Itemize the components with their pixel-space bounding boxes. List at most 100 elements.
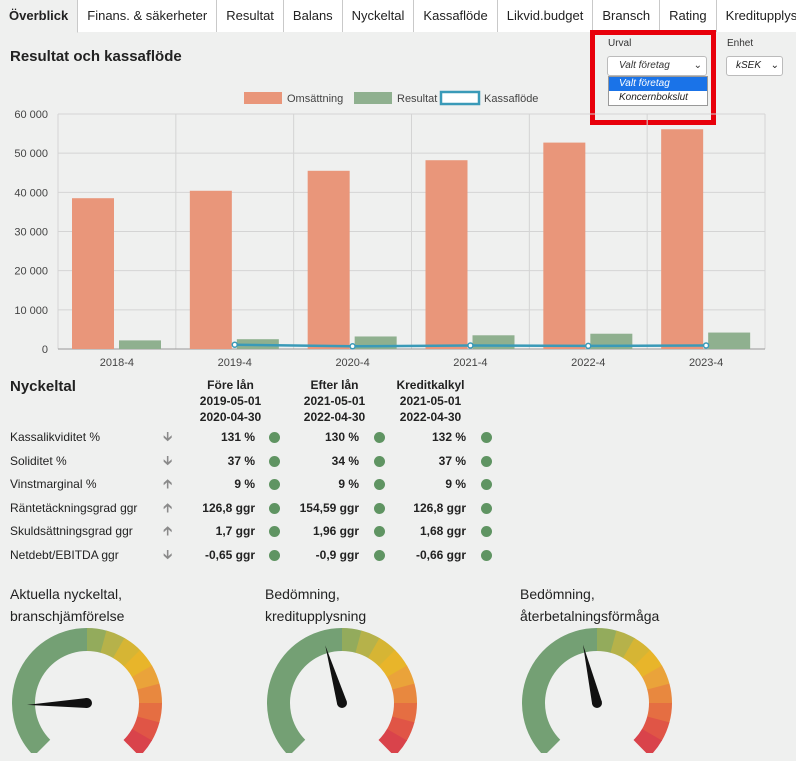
- nyckeltal-title: Nyckeltal: [10, 378, 76, 395]
- status-dot: [269, 502, 280, 514]
- gauge-segment: [378, 729, 407, 753]
- nyckeltal-row: Vinstmarginal % 🡱 9 % 9 % 9 %: [0, 474, 796, 497]
- point-kassaflode: [585, 342, 592, 350]
- status-dot: [481, 479, 492, 491]
- gauge-dial: [12, 628, 162, 753]
- x-tick-label: 2022-4: [571, 357, 605, 369]
- gauge-segment: [386, 716, 415, 741]
- row-value: 1,7 ggr: [215, 524, 255, 539]
- gauge-segment: [633, 729, 662, 753]
- column-from-date: 2021-05-01: [399, 394, 462, 408]
- row-label: Soliditet %: [10, 453, 67, 468]
- gauge-segment: [633, 649, 663, 678]
- row-value: 130 %: [324, 430, 359, 444]
- gauge-segment: [597, 628, 617, 653]
- y-tick-label: 30 000: [14, 227, 48, 239]
- gauge-segment: [647, 703, 672, 723]
- bar-omsattning: [189, 190, 232, 349]
- column-to-date: 2020-04-30: [199, 410, 262, 424]
- tab-kassaflöde[interactable]: Kassaflöde: [414, 0, 498, 32]
- bar-omsattning: [72, 198, 114, 349]
- tab-resultat[interactable]: Resultat: [217, 0, 284, 32]
- row-value: -0,65 ggr: [204, 548, 255, 562]
- urval-label: Urval: [608, 38, 632, 49]
- gauge-segment: [355, 630, 380, 659]
- column-from-date: 2019-05-01: [199, 394, 262, 408]
- column-to-date: 2022-04-30: [399, 410, 462, 424]
- tab-rating[interactable]: Rating: [660, 0, 717, 32]
- x-tick-label: 2023-4: [689, 357, 723, 369]
- x-tick-label: 2020-4: [335, 357, 369, 369]
- gauge-segment: [113, 638, 141, 667]
- gauge-segment: [137, 703, 162, 723]
- gauge-segment: [642, 665, 670, 690]
- row-value: 37 %: [227, 453, 255, 468]
- column-header-efter-lan: Efter lån 2021-05-01 2022-04-30: [282, 377, 387, 425]
- x-tick-label: 2018-4: [100, 357, 134, 369]
- column-header-fore-lan: Före lån 2019-05-01 2020-04-30: [178, 377, 283, 425]
- urval-option-koncernbokslut[interactable]: Koncernbokslut: [619, 92, 688, 103]
- bar-omsattning: [543, 142, 586, 349]
- y-tick-label: 10 000: [14, 305, 48, 317]
- chevron-down-icon: ⌄: [770, 60, 779, 71]
- gauge-title-line: kreditupplysning: [265, 608, 367, 624]
- status-dot: [481, 526, 492, 538]
- row-value: 37 %: [438, 453, 466, 468]
- row-label: Skuldsättningsgrad ggr: [10, 524, 133, 539]
- x-tick-label: 2021-4: [453, 357, 487, 369]
- tab-balans[interactable]: Balans: [283, 0, 343, 32]
- gauge-segment: [267, 628, 342, 753]
- row-value: 1,96 ggr: [312, 524, 359, 539]
- row-value: -0,66 ggr: [415, 548, 466, 562]
- section-title: Resultat och kassaflöde: [10, 48, 182, 65]
- legend-swatch: [354, 92, 392, 104]
- status-dot: [374, 432, 385, 443]
- gauge-segment: [368, 638, 396, 667]
- tab-överblick[interactable]: Överblick: [0, 0, 79, 33]
- column-title: Efter lån: [310, 378, 359, 392]
- nyckeltal-row: Kassalikviditet % 🡳 131 % 130 % 132 %: [0, 427, 796, 450]
- row-value: 34 %: [331, 453, 359, 468]
- row-value: 132 %: [431, 430, 466, 444]
- gauge-needle: [325, 645, 347, 705]
- gauge-hub: [592, 698, 602, 708]
- gauge-segment: [378, 649, 408, 678]
- gauge-title-line: branschjämförelse: [10, 608, 125, 624]
- y-tick-label: 50 000: [14, 148, 48, 160]
- row-label: Räntetäckningsgrad ggr: [10, 500, 138, 515]
- arrow-up-icon: 🡱: [163, 499, 173, 515]
- arrow-up-icon: 🡱: [163, 476, 173, 492]
- status-dot: [269, 550, 280, 561]
- gauge-dial: [267, 628, 417, 753]
- tab-bransch[interactable]: Bransch: [593, 0, 661, 32]
- nyckeltal-row: Soliditet % 🡳 37 % 34 % 37 %: [0, 451, 796, 474]
- x-tick-label: 2019-4: [218, 357, 252, 369]
- status-dot: [481, 432, 492, 443]
- row-value: -0,9 ggr: [315, 548, 359, 562]
- tab-likvid-budget[interactable]: Likvid.budget: [497, 0, 594, 32]
- gauge-title-line: återbetalningsförmåga: [520, 608, 660, 624]
- tab-nyckeltal[interactable]: Nyckeltal: [342, 0, 415, 32]
- urval-select[interactable]: Valt företag ⌄: [607, 56, 707, 76]
- gauge-title: Aktuella nyckeltal, branschjämförelse: [10, 583, 124, 627]
- tab-bar: Överblick Finans. & säkerheter Resultat Bal…: [0, 0, 796, 33]
- status-dot: [374, 502, 385, 514]
- y-tick-label: 20 000: [14, 266, 48, 278]
- arrow-down-icon: 🡳: [163, 429, 173, 444]
- column-header-kreditkalkyl: Kreditkalkyl 2021-05-01 2022-04-30: [378, 377, 483, 425]
- y-tick-label: 0: [42, 344, 48, 356]
- gauge-hub: [82, 698, 92, 708]
- gauge-segment: [641, 716, 670, 741]
- gauge-title: Bedömning, återbetalningsförmåga: [520, 583, 659, 627]
- gauge-segment: [387, 665, 415, 690]
- chevron-down-icon: ⌄: [693, 60, 702, 71]
- urval-option-valt-foretag[interactable]: Valt företag: [609, 77, 707, 91]
- enhet-select[interactable]: kSEK ⌄: [726, 56, 783, 76]
- point-kassaflode: [467, 342, 474, 349]
- gauge-needle: [27, 698, 88, 708]
- tab-finans-säkerheter[interactable]: Finans. & säkerheter: [78, 0, 218, 32]
- gauge-title-line: Bedömning,: [265, 586, 340, 602]
- tab-kreditupplysning[interactable]: Kreditupplysning: [716, 0, 796, 32]
- gauge-segment: [131, 716, 160, 741]
- status-dot: [374, 455, 385, 467]
